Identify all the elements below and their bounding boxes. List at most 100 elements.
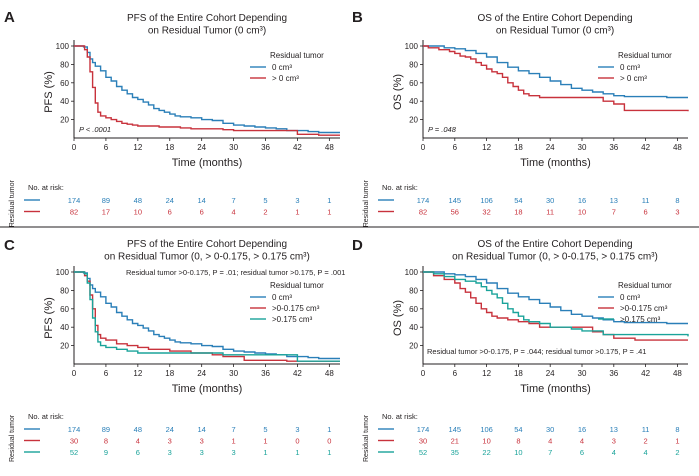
risk-count: 10 xyxy=(514,448,522,457)
risk-count: 24 xyxy=(166,425,174,434)
legend-label: > 0 cm³ xyxy=(620,74,647,83)
risk-count: 82 xyxy=(70,208,78,217)
y-tick-label: 80 xyxy=(409,286,418,295)
y-tick-label: 20 xyxy=(60,116,69,125)
p-value-annotation: P = .048 xyxy=(428,125,457,134)
legend-title: Residual tumor xyxy=(618,51,672,60)
y-tick-label: 20 xyxy=(60,342,69,351)
x-tick-label: 0 xyxy=(72,369,77,378)
risk-count: 106 xyxy=(480,196,493,205)
x-tick-label: 30 xyxy=(578,369,587,378)
risk-count: 21 xyxy=(451,437,459,446)
legend-label: >0.175 cm³ xyxy=(272,315,313,324)
y-tick-label: 20 xyxy=(409,116,418,125)
chart-title-line: PFS of the Entire Cohort Depending xyxy=(127,239,287,250)
risk-count: 30 xyxy=(546,196,554,205)
y-tick-label: 40 xyxy=(60,97,69,106)
risk-count: 3 xyxy=(232,448,236,457)
panel-c: C PFS of the Entire Cohort Depending on Re… xyxy=(4,237,345,462)
risk-count: 2 xyxy=(675,448,679,457)
risk-count: 11 xyxy=(642,196,650,205)
risk-count: 17 xyxy=(102,208,110,217)
p-value-annotation: Residual tumor >0-0.175, P = .044; resid… xyxy=(427,347,646,356)
x-axis-label: Time (months) xyxy=(172,383,243,395)
risk-count: 8 xyxy=(675,425,679,434)
y-tick-label: 60 xyxy=(409,79,418,88)
series-line-1 xyxy=(74,271,340,360)
risk-count: 30 xyxy=(70,437,78,446)
x-tick-label: 18 xyxy=(165,369,174,378)
risk-count: 6 xyxy=(580,448,584,457)
x-tick-label: 18 xyxy=(165,143,174,152)
risk-count: 3 xyxy=(675,208,679,217)
risk-count: 14 xyxy=(198,196,206,205)
panel-letter: A xyxy=(4,9,15,26)
risk-count: 106 xyxy=(480,425,493,434)
panel-letter: C xyxy=(4,237,15,254)
risk-count: 89 xyxy=(102,425,110,434)
risk-count: 6 xyxy=(168,208,172,217)
risk-count: 7 xyxy=(232,196,236,205)
x-tick-label: 24 xyxy=(197,369,206,378)
risk-count: 1 xyxy=(295,448,299,457)
risk-count: 5 xyxy=(263,425,267,434)
x-tick-label: 24 xyxy=(546,143,555,152)
risk-count: 145 xyxy=(449,196,462,205)
risk-count: 174 xyxy=(68,425,81,434)
x-axis-label: Time (months) xyxy=(520,383,591,395)
panel-letter: B xyxy=(352,9,363,26)
risk-count: 3 xyxy=(200,437,204,446)
risk-count: 8 xyxy=(516,437,520,446)
series-line-2 xyxy=(423,45,689,112)
risk-count: 10 xyxy=(134,208,142,217)
x-tick-label: 36 xyxy=(609,369,618,378)
risk-count: 3 xyxy=(168,437,172,446)
risk-count: 145 xyxy=(449,425,462,434)
y-tick-label: 60 xyxy=(409,305,418,314)
risk-count: 7 xyxy=(548,448,552,457)
legend-label: >0.175 cm³ xyxy=(620,315,661,324)
x-tick-label: 18 xyxy=(514,369,523,378)
risk-count: 3 xyxy=(168,448,172,457)
chart-title-line: OS of the Entire Cohort Depending xyxy=(477,13,632,24)
y-tick-label: 60 xyxy=(60,305,69,314)
risk-group-label: Residual tumor xyxy=(363,414,370,462)
risk-count: 24 xyxy=(166,196,174,205)
risk-count: 9 xyxy=(104,448,108,457)
x-tick-label: 30 xyxy=(229,369,238,378)
risk-group-label: Residual tumor xyxy=(9,414,16,462)
risk-count: 82 xyxy=(419,208,427,217)
y-tick-label: 80 xyxy=(409,60,418,69)
y-tick-label: 80 xyxy=(60,286,69,295)
chart-title-line: on Residual Tumor (0 cm³) xyxy=(496,26,614,37)
risk-count: 48 xyxy=(134,425,142,434)
risk-count: 3 xyxy=(200,448,204,457)
y-tick-label: 100 xyxy=(405,42,419,51)
risk-count: 22 xyxy=(482,448,490,457)
series-line-1 xyxy=(74,45,340,134)
risk-count: 10 xyxy=(578,208,586,217)
risk-count: 35 xyxy=(451,448,459,457)
series-line-1 xyxy=(423,271,688,325)
risk-count: 7 xyxy=(612,208,616,217)
x-tick-label: 0 xyxy=(72,143,77,152)
x-tick-label: 12 xyxy=(133,143,142,152)
risk-count: 3 xyxy=(295,196,299,205)
risk-count: 0 xyxy=(327,437,331,446)
risk-count: 174 xyxy=(417,196,430,205)
risk-count: 52 xyxy=(419,448,427,457)
risk-count: 8 xyxy=(104,437,108,446)
x-tick-label: 36 xyxy=(261,143,270,152)
y-axis-label: PFS (%) xyxy=(43,71,55,113)
risk-count: 4 xyxy=(612,448,616,457)
legend-title: Residual tumor xyxy=(270,281,324,290)
p-value-annotation: Residual tumor >0-0.175, P = .01; residu… xyxy=(126,268,345,277)
y-tick-label: 40 xyxy=(409,323,418,332)
y-tick-label: 100 xyxy=(56,42,70,51)
y-tick-label: 40 xyxy=(60,323,69,332)
risk-count: 7 xyxy=(232,425,236,434)
y-axis-label: PFS (%) xyxy=(43,297,55,339)
y-tick-label: 80 xyxy=(60,60,69,69)
panel-b: B OS of the Entire Cohort Depending on Res… xyxy=(352,9,689,227)
risk-count: 6 xyxy=(136,448,140,457)
